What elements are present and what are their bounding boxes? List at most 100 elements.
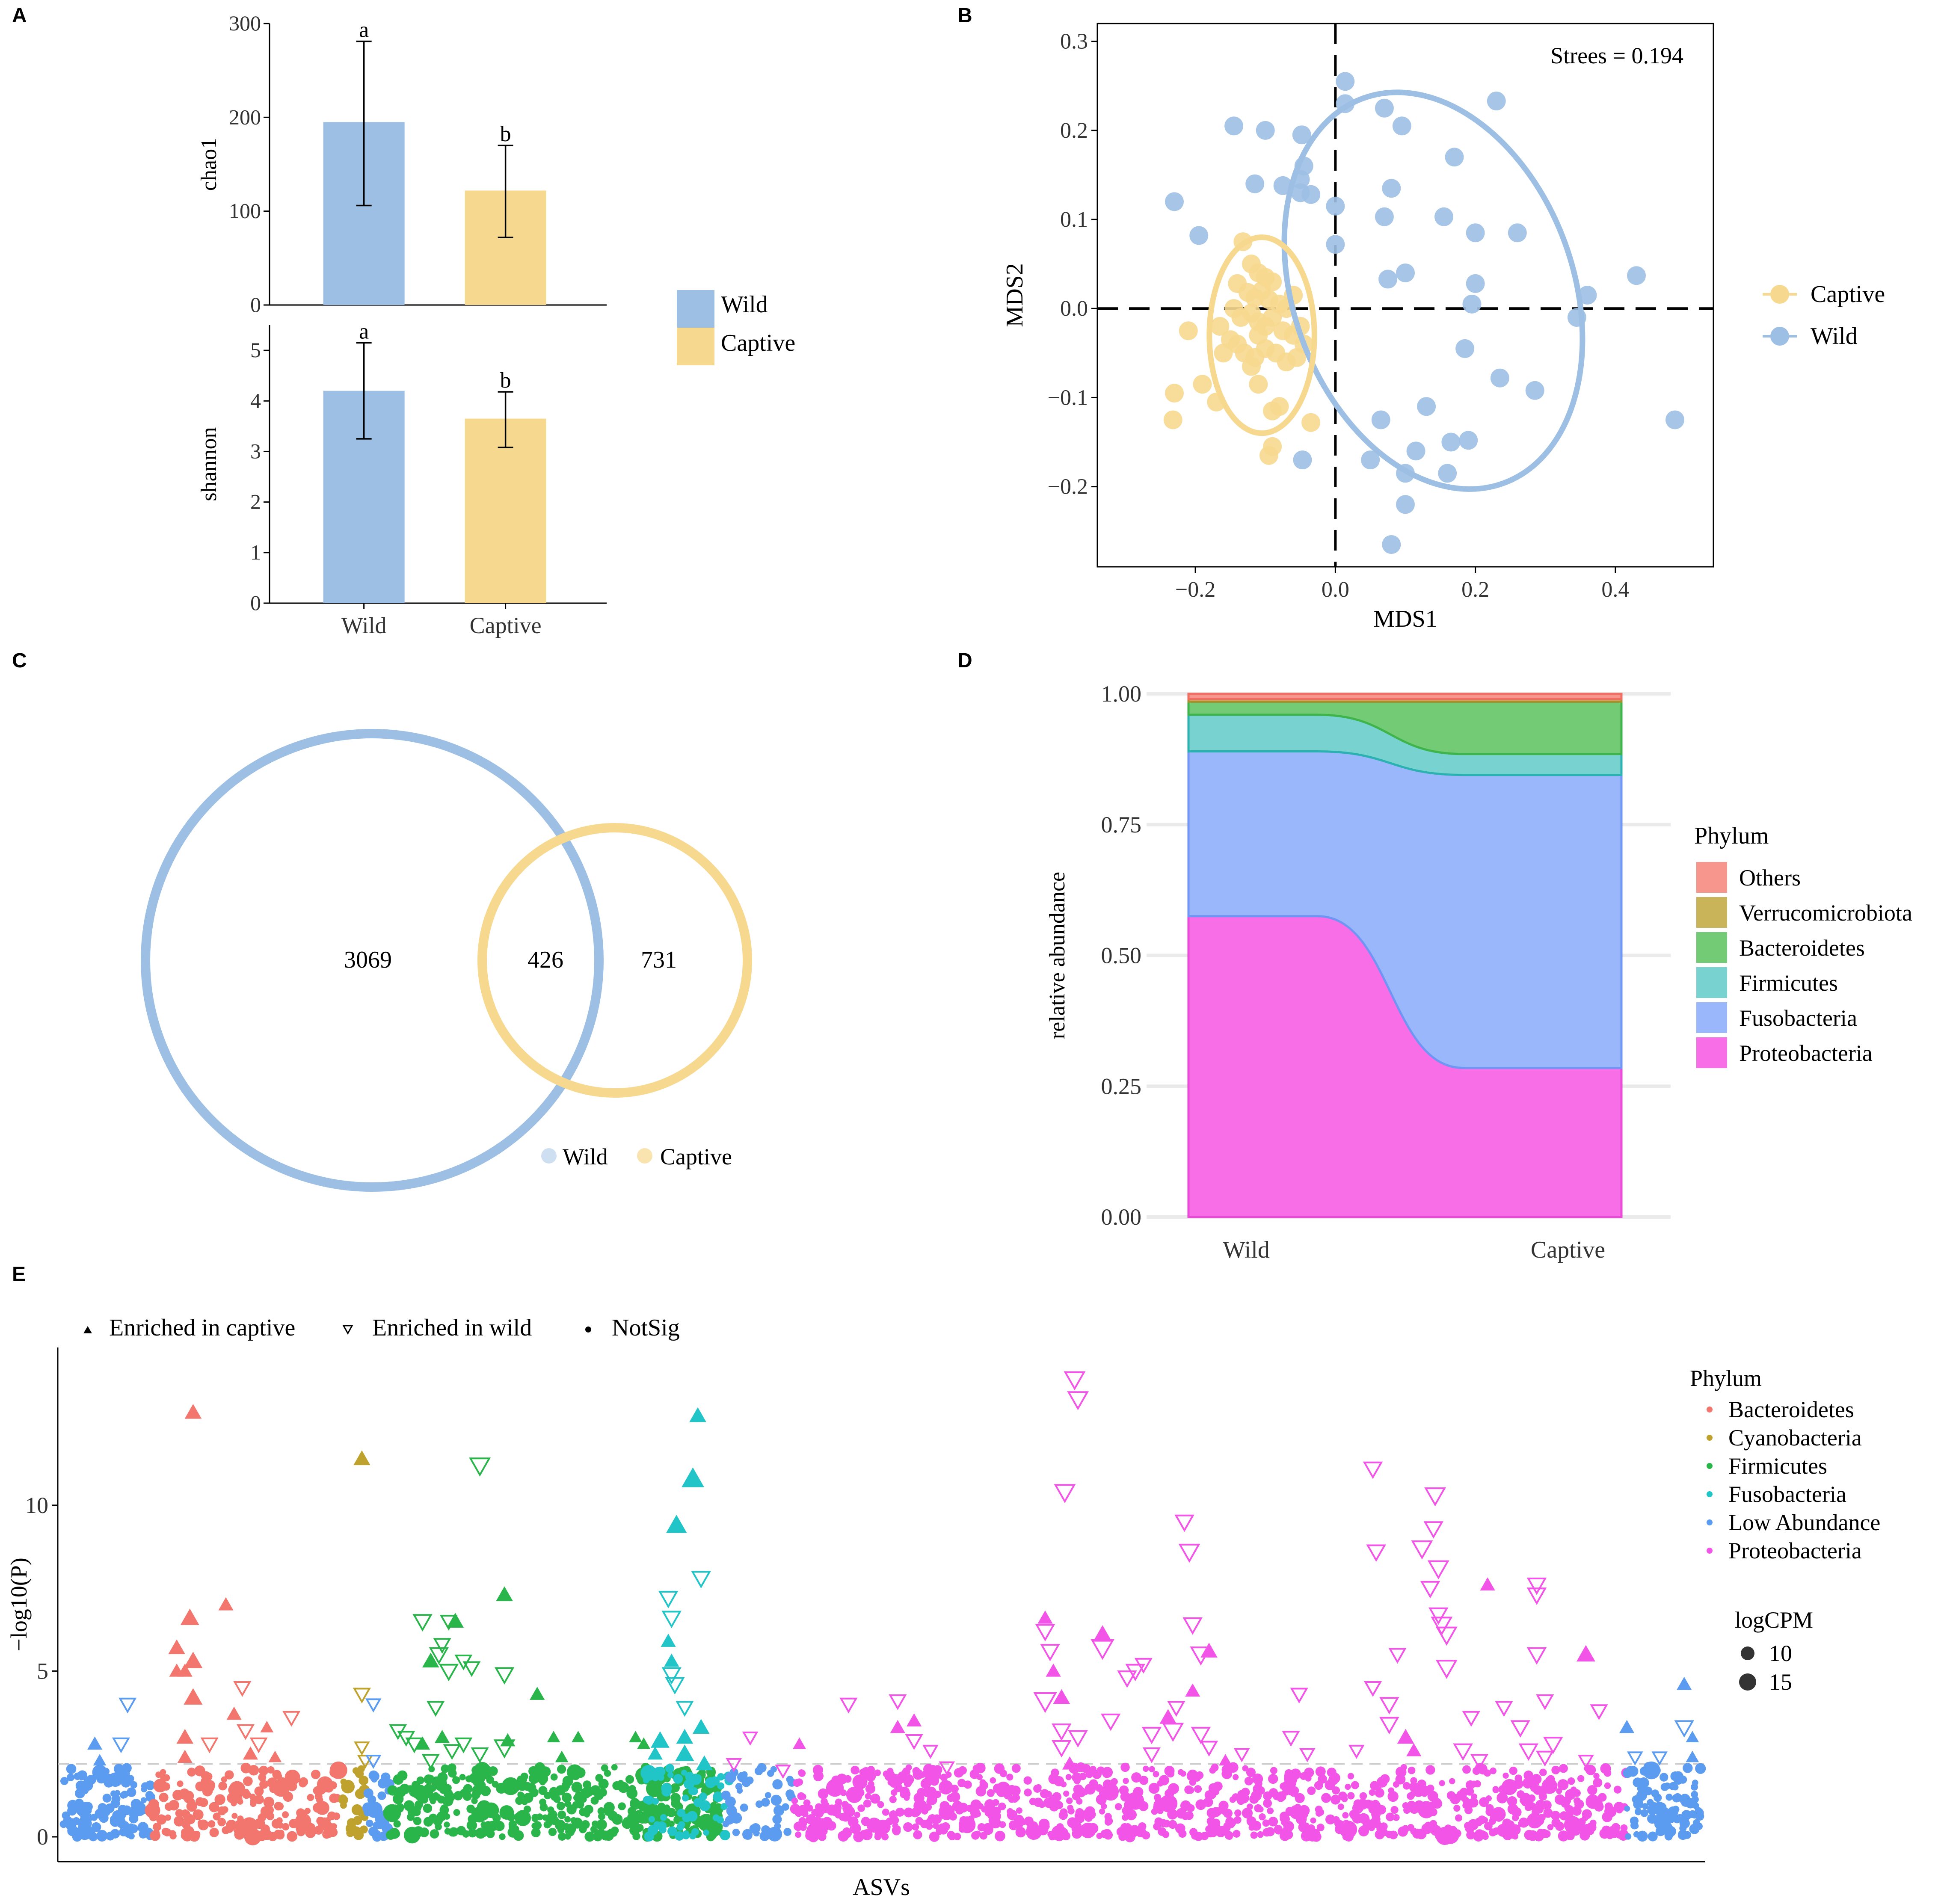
point-notsig [396, 1803, 404, 1811]
point-wild [1417, 397, 1436, 416]
point-notsig [761, 1825, 771, 1834]
y-tick-label: 4 [250, 388, 261, 412]
point-notsig [1267, 1807, 1274, 1815]
point-notsig [1254, 1804, 1262, 1812]
point-notsig [471, 1797, 478, 1804]
x-tick-label: 0.4 [1601, 577, 1629, 602]
point-enriched-wild [1424, 1487, 1446, 1507]
point-notsig [681, 1770, 688, 1776]
point-notsig [1303, 1822, 1310, 1829]
point-notsig [1610, 1826, 1620, 1836]
point-notsig [1051, 1768, 1059, 1777]
point-notsig [674, 1831, 685, 1841]
point-notsig [1639, 1766, 1649, 1776]
point-notsig [277, 1822, 284, 1829]
point-notsig [1632, 1795, 1640, 1804]
point-notsig [1331, 1794, 1341, 1805]
point-notsig [1359, 1792, 1367, 1800]
y-axis-title: MDS2 [1002, 263, 1028, 327]
point-notsig [774, 1822, 781, 1830]
point-enriched-wild [1178, 1543, 1200, 1563]
point-notsig [367, 1795, 376, 1804]
point-notsig [1189, 1828, 1198, 1836]
point-enriched-wild [1590, 1704, 1608, 1720]
point-notsig [197, 1820, 204, 1827]
panel-e-manhattan-plot: 0 5 10 −log10(P) ASVs Enriched in captive Enri… [6, 1315, 1880, 1901]
point-enriched-wild [1064, 1371, 1086, 1391]
point-notsig [1006, 1774, 1014, 1781]
plot-border [1096, 23, 1714, 568]
point-enriched-captive [177, 1663, 193, 1677]
point-notsig [558, 1832, 566, 1841]
point-enriched-captive [434, 1729, 450, 1743]
point-notsig [1573, 1797, 1581, 1805]
point-notsig [420, 1795, 428, 1804]
point-notsig [523, 1805, 531, 1813]
point-notsig [1685, 1797, 1696, 1809]
point-wild [1292, 125, 1311, 145]
point-notsig [807, 1824, 816, 1833]
point-notsig [204, 1772, 213, 1781]
point-notsig [1143, 1765, 1149, 1772]
point-wild [1508, 223, 1527, 243]
point-notsig [657, 1803, 666, 1811]
point-notsig [1368, 1804, 1378, 1814]
point-notsig [1660, 1773, 1668, 1782]
point-notsig [892, 1827, 901, 1836]
point-wild [1466, 223, 1485, 243]
point-notsig [1040, 1789, 1049, 1798]
point-notsig [1305, 1775, 1312, 1782]
point-captive [1270, 397, 1289, 416]
y-tick-label: 0.1 [1060, 207, 1088, 232]
point-notsig [984, 1825, 993, 1835]
y-axis-title: relative abundance [1045, 872, 1070, 1039]
point-captive [1165, 384, 1184, 403]
point-enriched-wild [661, 1667, 682, 1685]
point-enriched-wild [691, 1571, 711, 1589]
point-notsig [590, 1796, 599, 1805]
point-notsig [1472, 1767, 1481, 1775]
point-notsig [106, 1831, 115, 1841]
point-notsig [1582, 1809, 1592, 1819]
legend-swatch-captive [677, 328, 714, 365]
point-notsig [950, 1785, 959, 1793]
point-notsig [903, 1822, 913, 1832]
point-notsig [903, 1790, 911, 1798]
point-wild [1165, 192, 1184, 211]
y-tick-label: 200 [229, 105, 261, 129]
point-enriched-captive [1218, 1754, 1232, 1766]
point-enriched-wild [282, 1711, 301, 1727]
point-notsig [1625, 1833, 1632, 1840]
point-notsig [1120, 1791, 1131, 1802]
point-notsig [1551, 1765, 1560, 1774]
point-notsig [940, 1774, 948, 1782]
point-notsig [1403, 1806, 1411, 1814]
y-tick-label: 10 [25, 1492, 48, 1518]
point-enriched-captive [1093, 1625, 1112, 1642]
point-notsig [1373, 1782, 1382, 1790]
point-notsig [703, 1830, 709, 1836]
point-notsig [260, 1806, 271, 1817]
legend-label-shape: NotSig [612, 1315, 680, 1341]
point-notsig [562, 1785, 569, 1792]
point-notsig [954, 1768, 964, 1778]
point-notsig [340, 1778, 347, 1785]
point-notsig [966, 1821, 975, 1830]
point-enriched-wild [1453, 1743, 1473, 1761]
point-notsig [576, 1800, 584, 1809]
point-enriched-captive [1397, 1729, 1414, 1744]
point-notsig [665, 1764, 675, 1773]
legend-point [1707, 1463, 1713, 1469]
point-notsig [667, 1808, 676, 1818]
point-notsig [1449, 1778, 1455, 1785]
point-notsig [1185, 1811, 1194, 1820]
point-enriched-wild [1040, 1644, 1060, 1661]
point-notsig [377, 1791, 386, 1800]
legend-point [1707, 1491, 1713, 1497]
point-notsig [259, 1780, 269, 1789]
point-notsig [415, 1800, 424, 1809]
point-notsig [78, 1810, 86, 1817]
point-notsig [988, 1815, 999, 1825]
point-notsig [794, 1809, 803, 1817]
point-notsig [362, 1802, 373, 1814]
